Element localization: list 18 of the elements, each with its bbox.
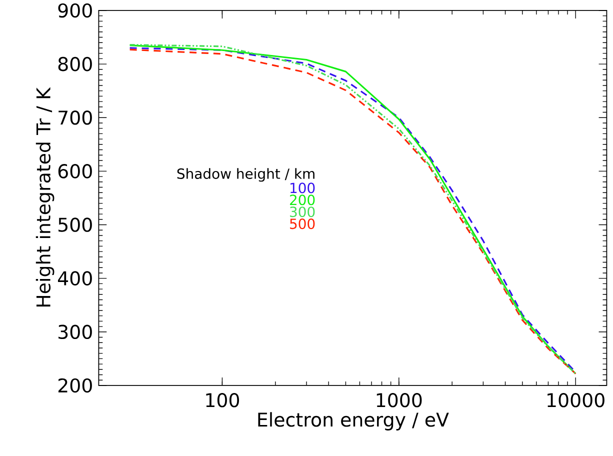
y-tick-label: 900 <box>58 3 92 18</box>
y-tick-label: 600 <box>58 164 92 178</box>
y-axis-title: Height integrated Tr / K <box>36 87 54 306</box>
y-tick-label: 800 <box>58 56 92 72</box>
x-tick-label: 100 <box>206 392 240 408</box>
y-tick-label: 400 <box>58 271 92 286</box>
legend-title: Shadow height / km <box>177 168 314 182</box>
x-tick-label: 1000 <box>376 392 422 408</box>
text: 100 <box>290 182 315 194</box>
y-tick-label: 300 <box>58 324 92 339</box>
x-axis-title: Electron energy / eV <box>258 412 449 430</box>
text: 500 <box>290 218 315 230</box>
y-tick-label: 500 <box>58 218 92 232</box>
y-tick-label: 700 <box>58 110 92 125</box>
y-tick-label: 200 <box>58 378 92 393</box>
text: 300 <box>290 206 315 218</box>
text: 200 <box>290 194 315 206</box>
x-tick-label: 10000 <box>548 392 604 408</box>
